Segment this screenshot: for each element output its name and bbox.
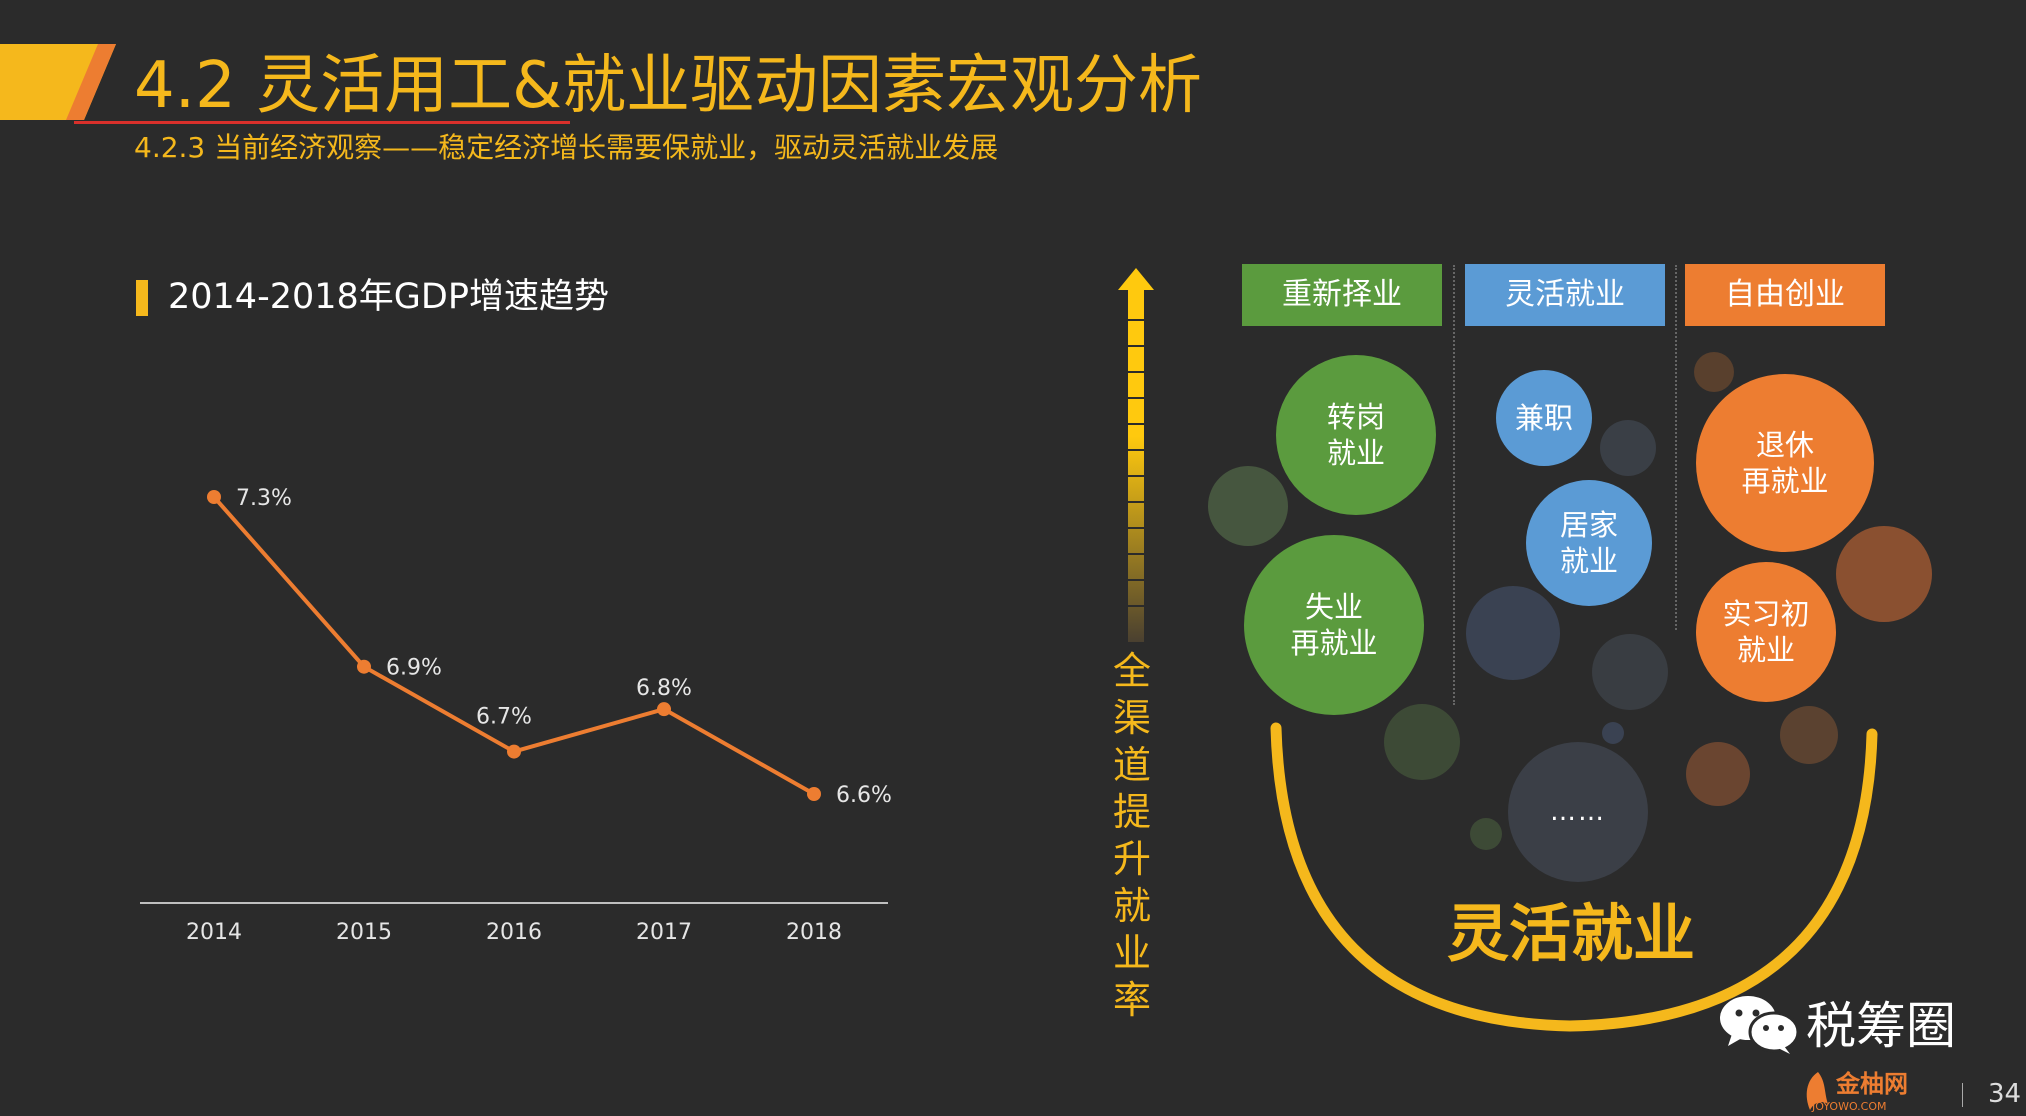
x-tick-label: 2017	[636, 920, 692, 945]
x-tick-label: 2018	[786, 920, 842, 945]
column-divider	[1453, 265, 1455, 705]
gdp-line-chart: 7.3% 2014 6.9% 2015 6.7% 2016 6.8% 2017 6.6% 2018	[140, 486, 892, 945]
logo-subtext: JOYOWO.COM	[1812, 1100, 1887, 1113]
wechat-account-name: 税筹圈	[1806, 997, 1956, 1055]
page-number: 34	[1988, 1079, 2022, 1109]
decorative-bubble	[1470, 818, 1502, 850]
data-label: 6.9%	[386, 656, 442, 681]
category-entrepreneurship: 自由创业	[1685, 264, 1885, 326]
decorative-bubble	[1836, 526, 1932, 622]
decorative-bubble	[1384, 704, 1460, 780]
bubble-job-transfer: 转岗 就业	[1276, 355, 1436, 515]
bubble-home-work: 居家 就业	[1526, 480, 1652, 606]
decorative-bubble	[1600, 420, 1656, 476]
bubble-reemployment: 失业 再就业	[1244, 535, 1424, 715]
category-reselect-job: 重新择业	[1242, 264, 1442, 326]
data-label: 6.8%	[636, 676, 692, 701]
data-point	[507, 744, 521, 759]
decorative-bubble	[1780, 706, 1838, 764]
logo: 金柚网	[1836, 1070, 1908, 1098]
data-point	[207, 490, 221, 504]
data-point	[357, 659, 371, 674]
page-subtitle: 4.2.3 当前经济观察——稳定经济增长需要保就业，驱动灵活就业发展	[134, 131, 999, 164]
column-divider	[1675, 265, 1677, 630]
decorative-bubble	[1602, 722, 1624, 744]
up-arrow-icon	[1118, 268, 1154, 642]
data-label: 7.3%	[236, 486, 292, 511]
x-tick-label: 2015	[336, 920, 392, 945]
flexible-employment-arc	[1270, 722, 1878, 1032]
page-title: 4.2 灵活用工&就业驱动因素宏观分析	[134, 49, 1203, 123]
chart-title-marker	[136, 280, 148, 316]
arrow-caption: 全渠道提升就业率	[1112, 649, 1151, 1022]
x-tick-label: 2016	[486, 920, 542, 945]
decorative-bubble	[1694, 352, 1734, 392]
page-number-separator	[1962, 1083, 1963, 1107]
title-underline	[74, 121, 570, 124]
data-point	[657, 702, 671, 717]
data-label: 6.7%	[476, 705, 532, 730]
flexible-employment-label: 灵活就业	[1446, 897, 1695, 970]
bubble-more: ……	[1508, 742, 1648, 882]
chart-title: 2014-2018年GDP增速趋势	[168, 277, 609, 317]
bubble-retiree-reemployment: 退休 再就业	[1696, 374, 1874, 552]
x-tick-label: 2014	[186, 920, 242, 945]
decorative-bubble	[1686, 742, 1750, 806]
header-accent-bar	[0, 44, 116, 120]
bubble-intern-first-job: 实习初 就业	[1696, 562, 1836, 702]
logo-icon	[1806, 1072, 1828, 1110]
decorative-bubble	[1466, 586, 1560, 680]
decorative-bubble	[1592, 634, 1668, 710]
wechat-icon	[1720, 996, 1800, 1054]
category-flexible-employment: 灵活就业	[1465, 264, 1665, 326]
bubble-part-time: 兼职	[1496, 370, 1592, 466]
data-point	[807, 787, 821, 801]
data-label: 6.6%	[836, 783, 892, 808]
decorative-bubble	[1208, 466, 1288, 546]
